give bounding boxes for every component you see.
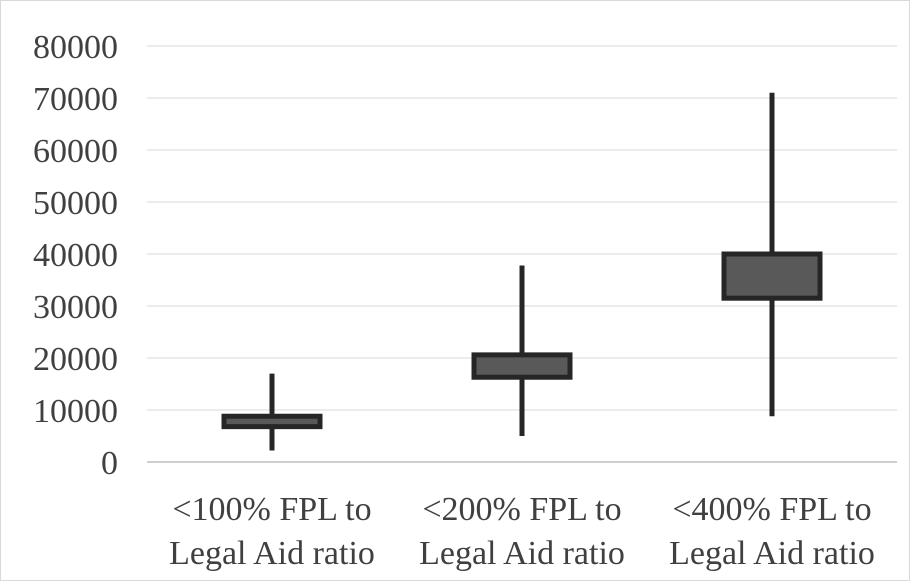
- box-2: [471, 265, 573, 436]
- y-tick-label: 70000: [33, 81, 118, 118]
- box-body: [221, 413, 323, 430]
- box-body: [471, 352, 573, 380]
- category-label: <200% FPL to: [422, 491, 621, 528]
- y-tick-label: 20000: [33, 341, 118, 378]
- y-tick-label: 60000: [33, 133, 118, 170]
- category-label: Legal Aid ratio: [669, 535, 875, 572]
- y-tick-label: 80000: [33, 29, 118, 66]
- box-1: [221, 373, 323, 451]
- labels: 0 10000 20000 30000 40000 50000 60000 70000 8000…: [33, 29, 875, 572]
- boxes: [221, 92, 823, 451]
- category-label: <100% FPL to: [172, 491, 371, 528]
- y-tick-label: 10000: [33, 393, 118, 430]
- y-tick-label: 30000: [33, 289, 118, 326]
- box-body: [721, 251, 823, 301]
- y-tick-label: 40000: [33, 237, 118, 274]
- category-label: Legal Aid ratio: [419, 535, 625, 572]
- category-label: Legal Aid ratio: [169, 535, 375, 572]
- box-3: [721, 92, 823, 417]
- y-tick-label: 0: [101, 445, 118, 482]
- y-tick-label: 50000: [33, 185, 118, 222]
- category-label: <400% FPL to: [672, 491, 871, 528]
